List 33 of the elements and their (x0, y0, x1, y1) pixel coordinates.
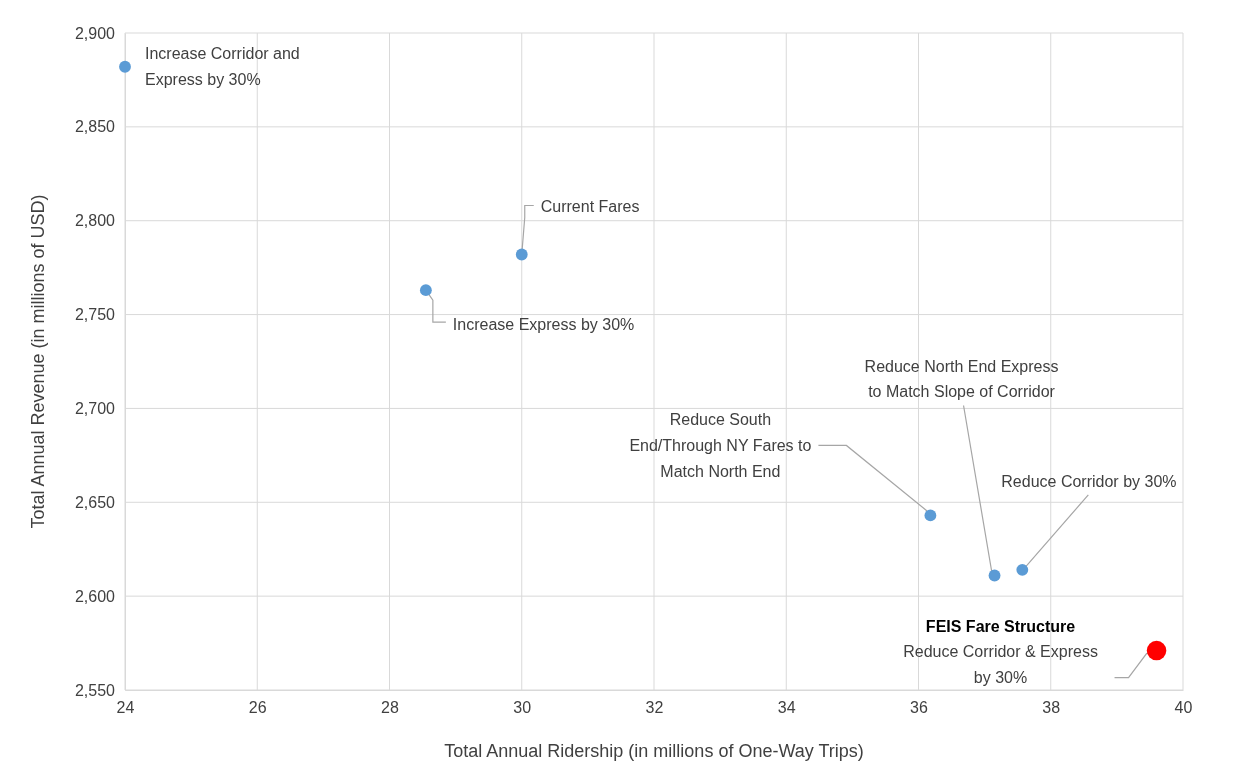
x-tick-label: 30 (513, 699, 532, 717)
x-tick-label: 34 (777, 699, 796, 717)
annotation: Reduce South End/Through NY Fares to Match North End (629, 411, 812, 481)
x-tick-label: 28 (381, 699, 399, 717)
point (419, 284, 432, 297)
point (119, 60, 131, 73)
y-tick-label: 2,800 (74, 212, 116, 230)
x-tick-label: 32 (645, 699, 664, 717)
point (1146, 640, 1167, 661)
y-tick-label: 2,750 (74, 306, 116, 324)
x-axis-title: Total Annual Ridership (in millions of One-Way Trips) (444, 741, 864, 761)
x-tick-label: 26 (248, 699, 267, 717)
x-tick-label: 40 (1174, 699, 1193, 717)
annotation: Current Fares (540, 198, 640, 216)
y-tick-label: 2,650 (74, 493, 116, 511)
y-tick-label: 2,600 (74, 587, 116, 605)
point (988, 569, 1001, 582)
y-tick-label: 2,850 (74, 118, 116, 136)
point (924, 509, 937, 522)
x-tick-label: 24 (116, 699, 135, 717)
y-tick-label: 2,900 (74, 24, 116, 42)
x-tick-label: 38 (1042, 699, 1061, 717)
point (515, 248, 528, 261)
y-tick-label: 2,550 (74, 681, 116, 699)
annotation: Reduce North End Express to Match Slope of Corridor (864, 358, 1059, 401)
annotation: FEIS Fare Structure Reduce Corridor & Express by 30% (903, 618, 1098, 687)
y-axis-title: Total Annual Revenue (in millions of USD) (28, 194, 48, 529)
point (1016, 563, 1029, 576)
annotation: Increase Corridor and Express by 30% (145, 45, 300, 89)
annotation: Reduce Corridor by 30% (1001, 473, 1177, 491)
x-tick-label: 36 (910, 699, 928, 717)
annotation: Increase Express by 30% (452, 315, 635, 333)
y-tick-label: 2,700 (74, 400, 116, 418)
